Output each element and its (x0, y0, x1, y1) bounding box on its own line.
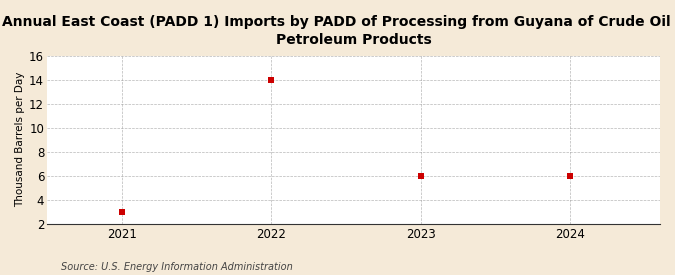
Text: Source: U.S. Energy Information Administration: Source: U.S. Energy Information Administ… (61, 262, 292, 272)
Y-axis label: Thousand Barrels per Day: Thousand Barrels per Day (15, 72, 25, 207)
Title: Annual East Coast (PADD 1) Imports by PADD of Processing from Guyana of Crude Oi: Annual East Coast (PADD 1) Imports by PA… (2, 15, 675, 47)
Point (565, 173, 576, 178)
Point (116, 209, 127, 214)
Point (415, 173, 426, 178)
Point (266, 77, 277, 82)
